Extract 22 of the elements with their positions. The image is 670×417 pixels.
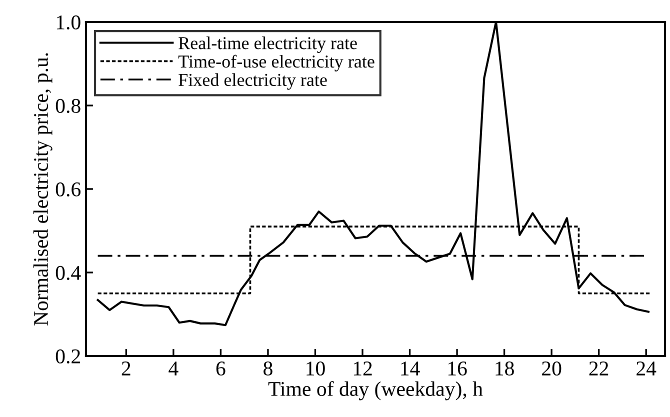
y-axis-title: Normalised electricity price, p.u. (33, 53, 52, 326)
x-tick-label: 4 (168, 362, 178, 376)
x-tick-label: 2 (122, 362, 130, 376)
x-tick-label: 6 (216, 362, 226, 376)
x-tick-label: 14 (401, 362, 420, 376)
x-tick-label: 20 (542, 361, 562, 376)
x-tick-label: 16 (448, 362, 467, 376)
x-tick-label: 18 (496, 361, 514, 376)
y-tick-label: 1.0 (56, 15, 80, 30)
legend-label: Real-time electricity rate (178, 36, 357, 53)
x-tick-label: 10 (306, 361, 325, 376)
y-tick-label: 0.6 (56, 182, 81, 197)
x-tick-label: 24 (636, 362, 656, 376)
legend-label: Time-of-use electricity rate (178, 54, 374, 72)
y-tick-label: 0.8 (56, 98, 80, 114)
x-tick-label: 8 (264, 361, 272, 376)
x-tick-label: 22 (589, 362, 608, 376)
y-tick-label: 0.2 (56, 349, 80, 364)
legend-label: Fixed electricity rate (178, 73, 327, 90)
y-tick-label: 0.4 (56, 266, 81, 280)
x-tick-label: 12 (354, 362, 372, 376)
x-axis-title: Time of day (weekday), h (268, 381, 483, 400)
